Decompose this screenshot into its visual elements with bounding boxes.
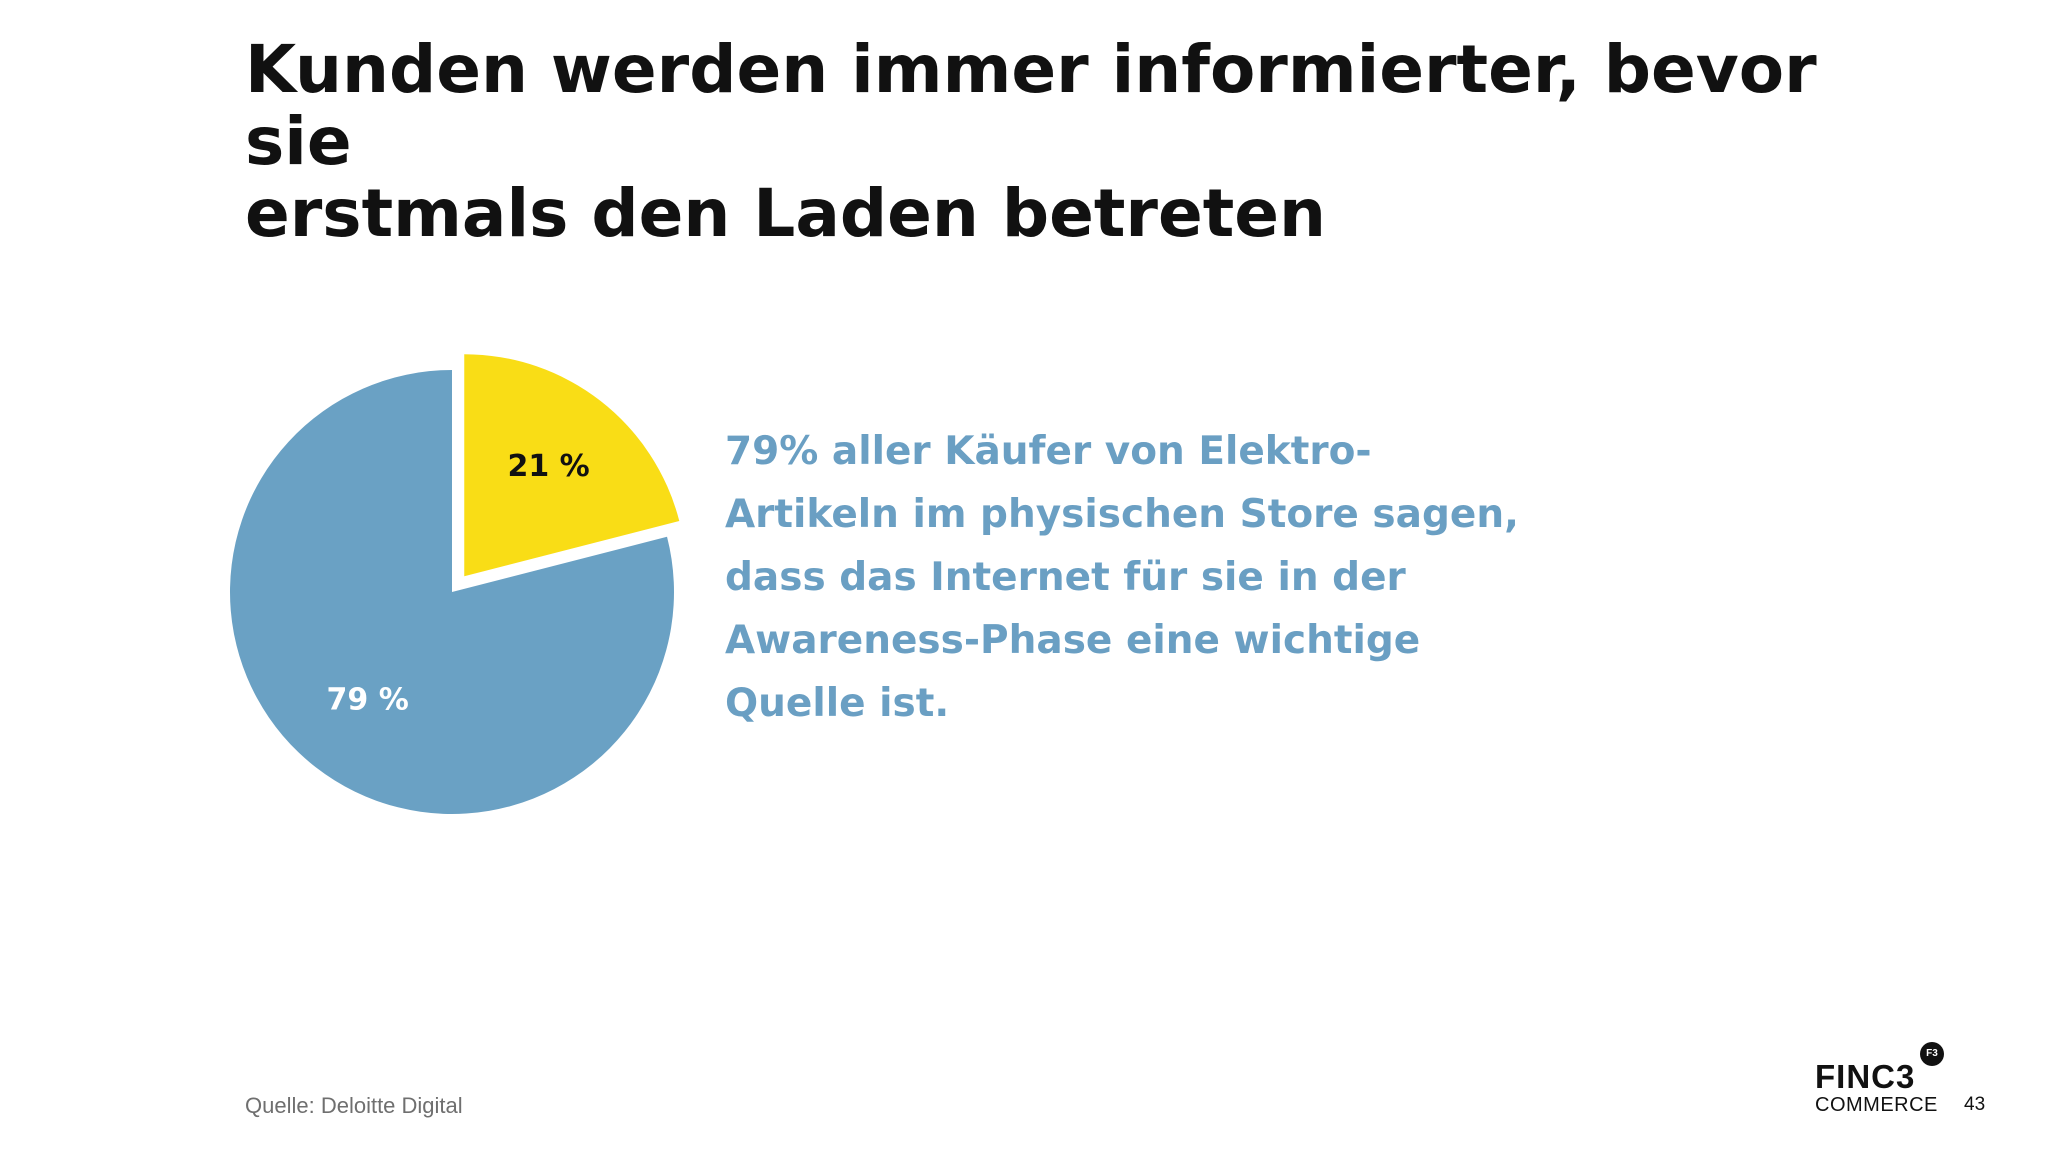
finc3-logo: F3 FINC3 COMMERCE: [1815, 1042, 1950, 1120]
statement-line: Quelle ist.: [725, 681, 950, 726]
page-number: 43: [1964, 1094, 1986, 1115]
statement-line: dass das Internet für sie in der: [725, 555, 1406, 600]
logo-mark-icon: F3: [1920, 1042, 1944, 1066]
statement-line: Artikeln im physischen Store sagen,: [725, 492, 1519, 537]
logo-subline: COMMERCE: [1815, 1094, 1938, 1116]
key-statement: 79% aller Käufer von Elektro- Artikeln i…: [725, 420, 1519, 735]
logo-wordmark: FINC3: [1815, 1058, 1916, 1095]
pie-slice-label-0: 21 %: [507, 449, 589, 484]
slide-title-line: erstmals den Laden betreten: [245, 175, 1327, 252]
source-note: Quelle: Deloitte Digital: [245, 1093, 463, 1118]
statement-line: 79% aller Käufer von Elektro-: [725, 429, 1372, 474]
slide-title: Kunden werden immer informierter, bevor …: [245, 34, 1895, 250]
pie-slice-0: [464, 354, 680, 577]
slide-title-line: Kunden werden immer informierter, bevor …: [245, 31, 1817, 180]
pie-slice-label-1: 79 %: [327, 682, 409, 717]
statement-line: Awareness-Phase eine wichtige: [725, 618, 1421, 663]
pie-slice-1: [230, 370, 674, 814]
